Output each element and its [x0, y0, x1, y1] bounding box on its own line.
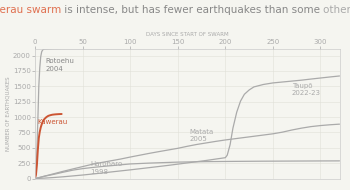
Text: Kawerau swarm: Kawerau swarm — [0, 5, 61, 15]
Text: Matata
2005: Matata 2005 — [189, 129, 213, 142]
X-axis label: DAYS SINCE START OF SWARM: DAYS SINCE START OF SWARM — [146, 32, 229, 37]
Text: Taupō
2022-23: Taupō 2022-23 — [292, 83, 321, 96]
Text: other swarms: other swarms — [323, 5, 350, 15]
Text: is intense, but has fewer earthquakes than some: is intense, but has fewer earthquakes th… — [61, 5, 323, 15]
Text: Kawerau: Kawerau — [37, 119, 67, 125]
Text: Rotoehu
2004: Rotoehu 2004 — [46, 58, 74, 71]
Y-axis label: NUMBER OF EARTHQUAKES: NUMBER OF EARTHQUAKES — [5, 77, 10, 151]
Text: Haroharo
1998: Haroharo 1998 — [90, 161, 122, 175]
